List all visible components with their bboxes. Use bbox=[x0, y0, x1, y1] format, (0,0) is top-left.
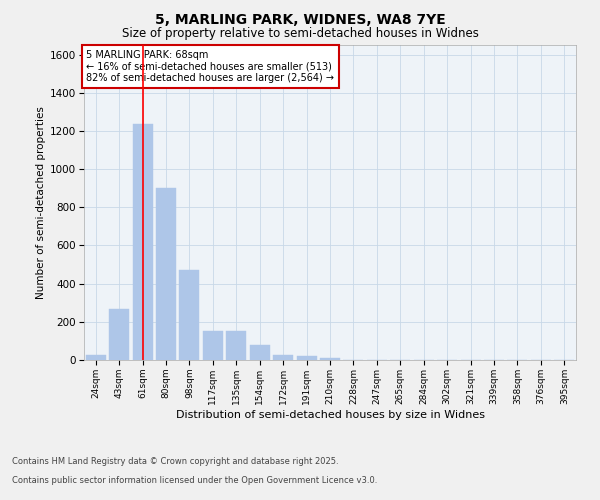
Text: 5, MARLING PARK, WIDNES, WA8 7YE: 5, MARLING PARK, WIDNES, WA8 7YE bbox=[155, 12, 445, 26]
Y-axis label: Number of semi-detached properties: Number of semi-detached properties bbox=[36, 106, 46, 299]
Bar bbox=[320, 358, 340, 360]
Bar bbox=[156, 188, 176, 360]
Bar bbox=[226, 331, 246, 360]
Bar bbox=[109, 310, 129, 360]
Bar bbox=[133, 124, 152, 360]
Text: Contains public sector information licensed under the Open Government Licence v3: Contains public sector information licen… bbox=[12, 476, 377, 485]
Bar bbox=[250, 345, 269, 360]
Text: Contains HM Land Registry data © Crown copyright and database right 2025.: Contains HM Land Registry data © Crown c… bbox=[12, 458, 338, 466]
Bar bbox=[296, 356, 317, 360]
Text: 5 MARLING PARK: 68sqm
← 16% of semi-detached houses are smaller (513)
82% of sem: 5 MARLING PARK: 68sqm ← 16% of semi-deta… bbox=[86, 50, 334, 83]
Bar bbox=[179, 270, 199, 360]
Bar bbox=[203, 331, 223, 360]
Bar bbox=[86, 355, 106, 360]
X-axis label: Distribution of semi-detached houses by size in Widnes: Distribution of semi-detached houses by … bbox=[176, 410, 485, 420]
Text: Size of property relative to semi-detached houses in Widnes: Size of property relative to semi-detach… bbox=[122, 28, 478, 40]
Bar bbox=[273, 354, 293, 360]
